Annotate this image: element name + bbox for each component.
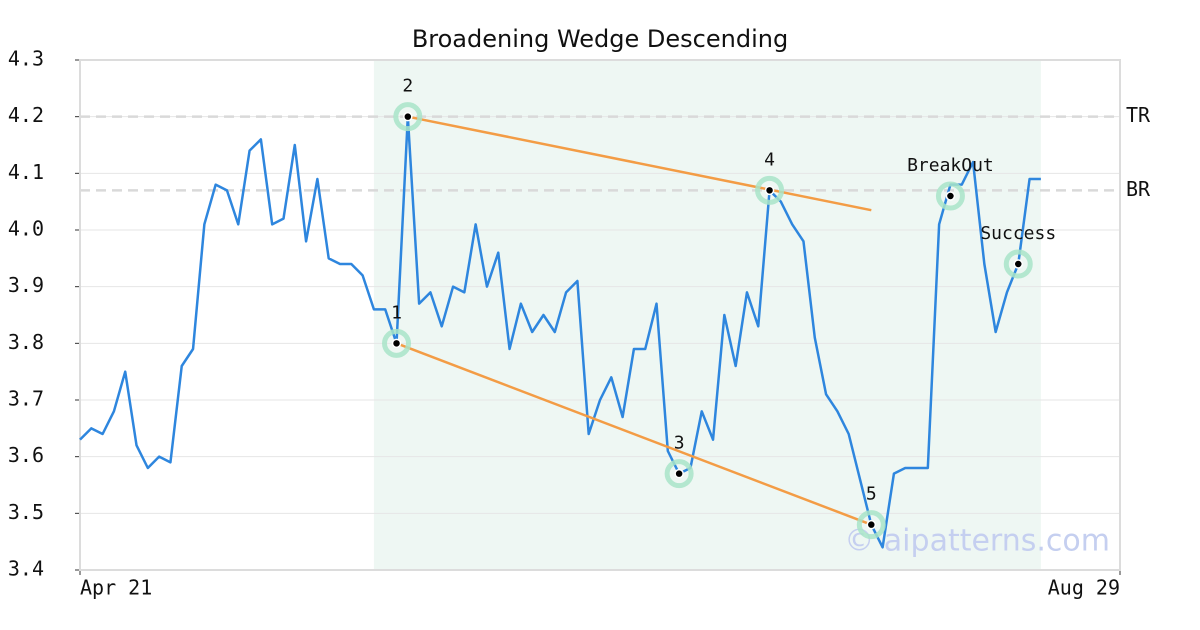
trendline xyxy=(396,342,872,526)
point-halo xyxy=(935,181,965,211)
price-line xyxy=(79,115,1041,549)
point-marker xyxy=(1013,259,1024,269)
point-label: 3 xyxy=(674,433,685,454)
y-tick-label: 4.1 xyxy=(8,160,44,184)
point-marker xyxy=(945,191,956,201)
point-label: BreakOut xyxy=(907,155,994,176)
y-tick-label: 3.7 xyxy=(8,387,44,411)
point-halo xyxy=(1003,249,1033,279)
y-tick-label: 3.9 xyxy=(8,273,44,297)
y-tick-label: 4.3 xyxy=(8,47,44,71)
watermark: © aipatterns.com xyxy=(844,524,1110,559)
point-label: 2 xyxy=(402,76,413,97)
point-marker xyxy=(866,519,877,530)
point-halo xyxy=(755,175,785,205)
x-tick-label: Aug 29 xyxy=(1048,576,1120,600)
y-tick-label: 4.0 xyxy=(8,217,44,241)
point-marker xyxy=(764,185,775,196)
y-tick-label: 3.4 xyxy=(8,557,44,581)
x-tick-label: Apr 21 xyxy=(80,576,152,600)
level-label: TR xyxy=(1126,103,1151,127)
plot-frame xyxy=(79,59,1121,571)
point-halo xyxy=(664,459,694,489)
point-label: 1 xyxy=(391,302,402,323)
y-tick-label: 3.5 xyxy=(8,500,44,524)
point-label: 5 xyxy=(866,484,877,505)
highlight-region xyxy=(373,60,1041,570)
y-tick-label: 3.6 xyxy=(8,443,44,467)
point-label: Success xyxy=(980,223,1056,244)
level-label: BR xyxy=(1126,177,1151,201)
y-tick-label: 4.2 xyxy=(8,103,44,127)
y-tick-label: 3.8 xyxy=(8,330,44,354)
trendline xyxy=(407,115,872,212)
point-label: 4 xyxy=(764,149,775,170)
point-marker xyxy=(391,338,402,349)
point-marker xyxy=(403,111,413,122)
point-halo xyxy=(856,510,886,540)
point-halo xyxy=(393,102,423,132)
point-marker xyxy=(674,468,684,479)
chart-title: Broadening Wedge Descending xyxy=(412,25,788,53)
point-halo xyxy=(382,328,412,358)
